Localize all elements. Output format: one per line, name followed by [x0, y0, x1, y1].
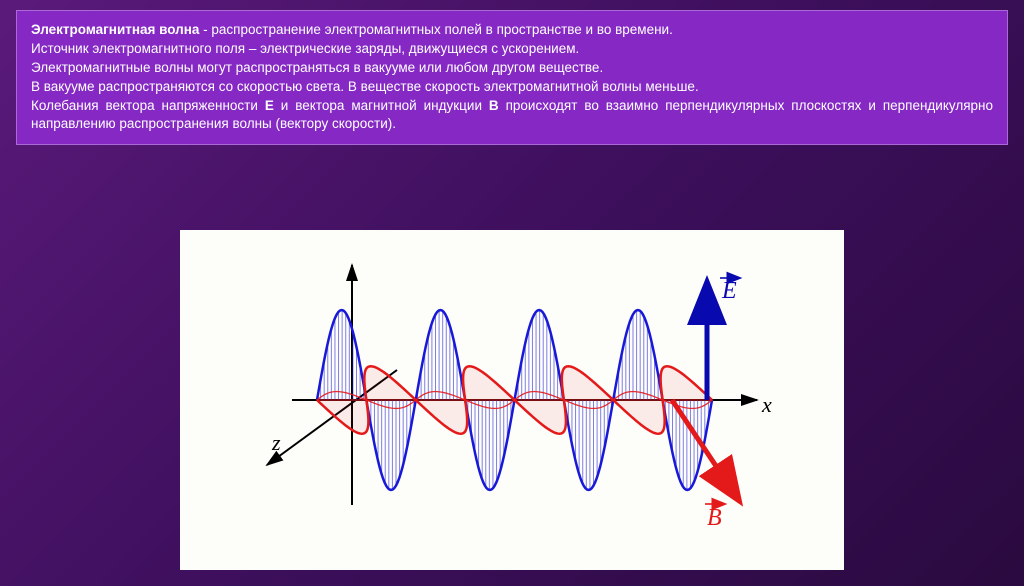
e-vector-label: E [721, 278, 737, 304]
vector-e-ref: Е [265, 98, 274, 113]
paragraph-3: Электромагнитные волны могут распростран… [31, 59, 993, 78]
vector-b-ref: В [489, 98, 499, 113]
wave-diagram-container: x z E B [180, 230, 844, 570]
definition-text-box: Электромагнитная волна - распространение… [16, 10, 1008, 145]
def-text: - распространение электромагнитных полей… [199, 22, 672, 37]
x-axis-label: x [761, 392, 772, 417]
paragraph-5: Колебания вектора напряженности Е и вект… [31, 97, 993, 135]
b-vector-label: B [707, 505, 722, 531]
b-field-wave [317, 366, 712, 434]
em-wave-diagram: x z E B [202, 240, 822, 560]
paragraph-1: Электромагнитная волна - распространение… [31, 21, 993, 40]
paragraph-2: Источник электромагнитного поля – электр… [31, 40, 993, 59]
b-vector-arrow [672, 400, 732, 490]
z-axis-label: z [271, 430, 281, 455]
term: Электромагнитная волна [31, 22, 199, 37]
paragraph-4: В вакууме распространяются со скоростью … [31, 78, 993, 97]
